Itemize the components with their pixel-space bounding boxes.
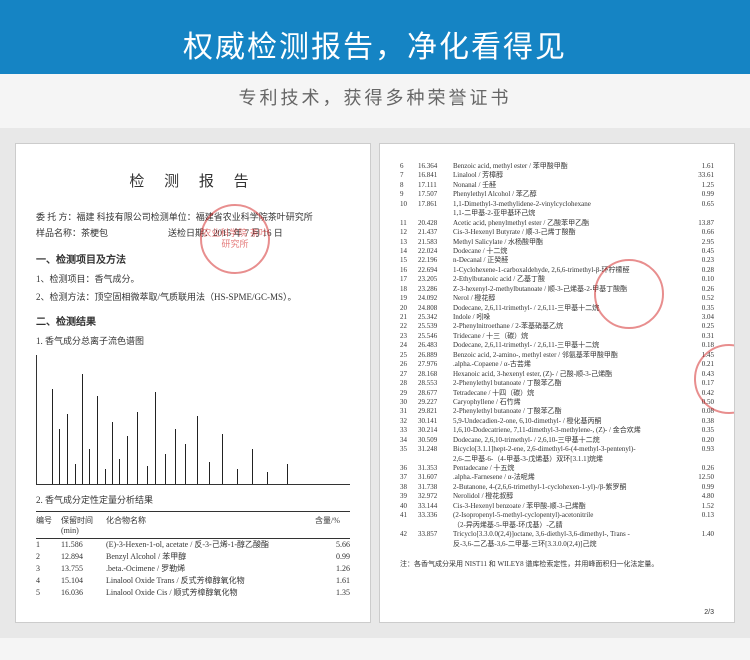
table-row: 3531.248Bicyclo[3.1.1]hept-2-ene, 2,6-di… xyxy=(400,445,714,454)
table-row: 3330.2141,6,10-Dodecatriene, 7,11-dimeth… xyxy=(400,426,714,435)
table-row: 1622.6941-Cyclohexene-1-carboxaldehyde, … xyxy=(400,266,714,275)
table-row: 2828.5532-Phenylethyl butanoate / 丁酸苯乙酯0… xyxy=(400,379,714,388)
table-row: 3831.7382-Butanone, 4-(2,6,6-trimethyl-1… xyxy=(400,483,714,492)
table-row: 3731.607.alpha.-Farnesene / α-法呢烯12.50 xyxy=(400,473,714,482)
table-row: 3430.509Dodecane, 2,6,10-trimethyl- / 2,… xyxy=(400,436,714,445)
page-number: 2/3 xyxy=(704,609,714,616)
docs-container: 检 测 报 告 农业科学院 茶叶研究所 委 托 方： 福建 科技有限公司 检测单… xyxy=(0,128,750,638)
table-row: 2225.5392-Phenylnitroethane / 2-苯基硝基乙烷0.… xyxy=(400,322,714,331)
table-row: 1422.024Dodecane / 十二烷0.45 xyxy=(400,247,714,256)
banner-sub: 专利技术，获得多种荣誉证书 xyxy=(0,74,750,128)
table-row: 2426.483Dodecane, 2,6,11-trimethyl- / 2,… xyxy=(400,341,714,350)
th-no: 编号 xyxy=(36,515,61,535)
table-row: 1321.583Methyl Salicylate / 水杨酸甲酯2.95 xyxy=(400,238,714,247)
table-row: 2,6-二甲基-6-（4-甲基-3-戊烯基）双环[3.1.1]烷烯 xyxy=(400,455,714,464)
table-row: 3029.227Caryophyllene / 石竹烯0.50 xyxy=(400,398,714,407)
table-row: 3230.1415,9-Undecadien-2-one, 6,10-dimet… xyxy=(400,417,714,426)
footnote: 注：各香气成分采用 NIST11 和 WILEY8 谱库检索定性，并用峰面积归一… xyxy=(400,559,714,569)
table-row: 2125.342Indole / 吲哚3.04 xyxy=(400,313,714,322)
table-row: 反-3,6-二乙基-3,6-二甲基-三环[3.3.0.0(2,4)]己烷 xyxy=(400,540,714,549)
table-body: 616.364Benzoic acid, methyl ester / 苯甲酸甲… xyxy=(400,162,714,549)
table-row: 1723.2052-Ethylbutanoic acid / 乙基丁酸0.10 xyxy=(400,275,714,284)
table-row: （2-异丙烯基-5-甲基-环戊基）-乙腈 xyxy=(400,521,714,530)
table-row: 2325.546Tridecane / 十三（碳）烷0.31 xyxy=(400,332,714,341)
th-name: 化合物名称 xyxy=(106,515,315,535)
table-row: 2728.168Hexanoic acid, 3-hexenyl ester, … xyxy=(400,370,714,379)
sec2-1: 1. 香气成分总离子流色谱图 xyxy=(36,334,350,347)
table-row: 4033.144Cis-3-Hexenyl benzoate / 苯甲酸-顺-3… xyxy=(400,502,714,511)
table-row: 917.507Phenylethyl Alcohol / 苯乙醇0.99 xyxy=(400,190,714,199)
table-row: 1120.428Acetic acid, phenylmethyl ester … xyxy=(400,219,714,228)
table-head: 编号 保留时间(min) 化合物名称 含量/% xyxy=(36,511,350,539)
table-row: 313.755.beta.-Ocimene / 罗勒烯1.26 xyxy=(36,563,350,575)
table-row: 516.036Linalool Oxide Cis / 顺式芳樟醇氧化物1.35 xyxy=(36,587,350,599)
unit-label: 检测单位： xyxy=(151,209,196,225)
sec1-2: 2、检测方法：顶空固相微萃取/气质联用法（HS-SPME/GC-MS）。 xyxy=(36,290,350,303)
table-body: 111.586(E)-3-Hexen-1-ol, acetate / 反-3-己… xyxy=(36,539,350,599)
table-row: 4133.336(2-Isopropenyl-5-methyl-cyclopen… xyxy=(400,511,714,520)
th-rt: 保留时间(min) xyxy=(61,515,106,535)
banner-title: 权威检测报告，净化看得见 xyxy=(0,22,750,66)
client: 福建 科技有限公司 xyxy=(77,209,151,225)
table-row: 716.841Linalool / 芳樟醇33.61 xyxy=(400,171,714,180)
table-row: 1823.286Z-3-hexenyl-2-methylbutanoate / … xyxy=(400,285,714,294)
table-row: 616.364Benzoic acid, methyl ester / 苯甲酸甲… xyxy=(400,162,714,171)
sec1-1: 1、检测项目：香气成分。 xyxy=(36,272,350,285)
table-row: 1924.092Nerol / 橙花醇0.52 xyxy=(400,294,714,303)
table-row: 2928.677Tetradecane / 十四（碳）烷0.42 xyxy=(400,389,714,398)
stamp-icon: 农业科学院 茶叶研究所 xyxy=(200,204,270,274)
table-row: 1522.196n-Decanal / 正癸醛0.23 xyxy=(400,256,714,265)
table-row: 2526.889Benzoic acid, 2-amino-, methyl e… xyxy=(400,351,714,360)
sec2: 二、检测结果 xyxy=(36,313,350,328)
table-row: 3631.353Pentadecane / 十五烷0.26 xyxy=(400,464,714,473)
th-pct: 含量/% xyxy=(315,515,350,535)
table-row: 1,1-二甲基-2-亚甲基环己烷 xyxy=(400,209,714,218)
stamp-icon xyxy=(594,259,664,329)
table-row: 111.586(E)-3-Hexen-1-ol, acetate / 反-3-己… xyxy=(36,539,350,551)
table-row: 1221.437Cis-3-Hexenyl Butyrate / 顺-3-己烯丁… xyxy=(400,228,714,237)
table-row: 817.111Nonanal / 壬醛1.25 xyxy=(400,181,714,190)
table-row: 3129.8212-Phenylethyl butanoate / 丁酸苯乙酯0… xyxy=(400,407,714,416)
sample-label: 样品名称： xyxy=(36,225,81,241)
table-row: 212.894Benzyl Alcohol / 苯甲醇0.99 xyxy=(36,551,350,563)
chromatogram-chart xyxy=(36,355,350,485)
table-row: 3932.972Nerolidol / 橙花叔醇4.80 xyxy=(400,492,714,501)
table-row: 1017.8611,1-Dimethyl-3-methylidene-2-vin… xyxy=(400,200,714,209)
sec2-2: 2. 香气成分定性定量分析结果 xyxy=(36,493,350,506)
table-row: 4233.857Tricyclo[3.3.0.0(2,4)]octane, 3,… xyxy=(400,530,714,539)
table-row: 2627.976.alpha.-Copaene / α-古芸烯0.21 xyxy=(400,360,714,369)
table-row: 2024.808Dodecane, 2,6,11-trimethyl- / 2,… xyxy=(400,304,714,313)
page-left: 检 测 报 告 农业科学院 茶叶研究所 委 托 方： 福建 科技有限公司 检测单… xyxy=(15,143,371,623)
page-right: 616.364Benzoic acid, methyl ester / 苯甲酸甲… xyxy=(379,143,735,623)
report-title: 检 测 报 告 xyxy=(36,170,350,191)
banner: 权威检测报告，净化看得见 xyxy=(0,0,750,74)
client-label: 委 托 方： xyxy=(36,209,77,225)
sec1: 一、检测项目及方法 xyxy=(36,251,350,266)
sample: 茶梗包 xyxy=(81,225,108,241)
table-row: 415.104Linalool Oxide Trans / 反式芳樟醇氧化物1.… xyxy=(36,575,350,587)
meta: 委 托 方： 福建 科技有限公司 检测单位： 福建省农业科学院茶叶研究所 样品名… xyxy=(36,209,350,241)
